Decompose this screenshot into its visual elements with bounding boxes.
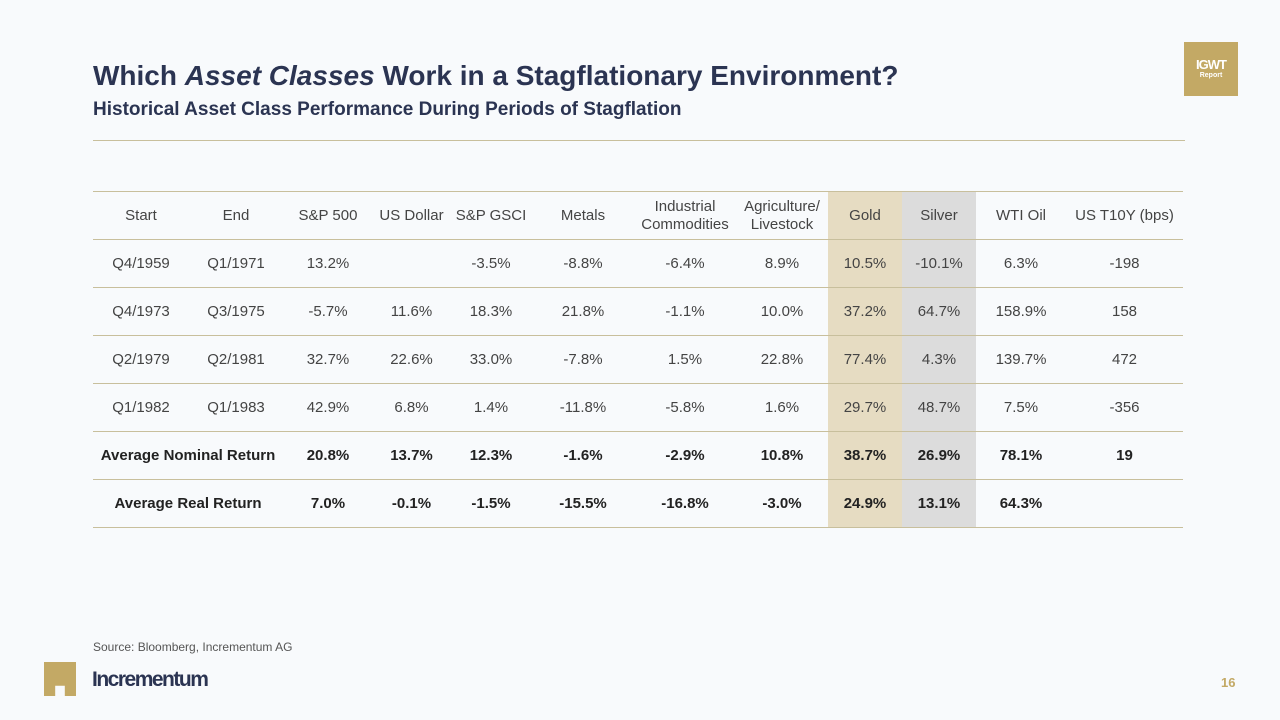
column-header: S&P 500: [283, 191, 373, 240]
table-cell: 139.7%: [976, 335, 1066, 384]
table-cell: -5.7%: [283, 287, 373, 336]
table-cell: 10.5%: [828, 239, 902, 288]
column-header: US T10Y (bps): [1066, 191, 1183, 240]
table-cell: 22.6%: [373, 335, 450, 384]
summary-row: Average Nominal Return 20.8% 13.7% 12.3% -1.…: [93, 431, 1183, 480]
table-cell: 37.2%: [828, 287, 902, 336]
table-row: Q4/1959 Q1/1971 13.2% -3.5% -8.8% -6.4% 8.9% 10…: [93, 239, 1183, 288]
table-cell: -8.8%: [532, 239, 634, 288]
table-cell: -5.8%: [634, 383, 736, 432]
summary-cell: 20.8%: [283, 431, 373, 480]
table-cell: -11.8%: [532, 383, 634, 432]
summary-cell: -15.5%: [532, 479, 634, 528]
table-cell: 64.7%: [902, 287, 976, 336]
summary-cell: -2.9%: [634, 431, 736, 480]
summary-cell: 78.1%: [976, 431, 1066, 480]
column-header: WTI Oil: [976, 191, 1066, 240]
column-header: S&P GSCI: [450, 191, 532, 240]
column-header: Agriculture/ Livestock: [736, 191, 828, 240]
table-cell: Q3/1975: [189, 287, 283, 336]
divider: [93, 140, 1185, 141]
table-cell: 13.2%: [283, 239, 373, 288]
page-subtitle: Historical Asset Class Performance Durin…: [93, 99, 682, 120]
incrementum-tree-icon: [44, 662, 76, 696]
table-cell: 6.8%: [373, 383, 450, 432]
column-header: End: [189, 191, 283, 240]
performance-table: Start End S&P 500 US Dollar S&P GSCI Metals In…: [93, 191, 1183, 528]
summary-cell: -1.6%: [532, 431, 634, 480]
table-cell: 1.4%: [450, 383, 532, 432]
table-cell: 1.5%: [634, 335, 736, 384]
table-row: Q1/1982 Q1/1983 42.9% 6.8% 1.4% -11.8% -5.8% 1.…: [93, 383, 1183, 432]
summary-label: Average Nominal Return: [93, 431, 283, 480]
source-note: Source: Bloomberg, Incrementum AG: [93, 640, 293, 654]
table-cell: Q1/1982: [93, 383, 189, 432]
summary-cell: 13.7%: [373, 431, 450, 480]
summary-cell: 24.9%: [828, 479, 902, 528]
summary-cell: 19: [1066, 431, 1183, 480]
table-row: Q4/1973 Q3/1975 -5.7% 11.6% 18.3% 21.8% -1.1% 1…: [93, 287, 1183, 336]
column-header: Silver: [902, 191, 976, 240]
table-cell: -6.4%: [634, 239, 736, 288]
summary-cell: 7.0%: [283, 479, 373, 528]
table-cell: 29.7%: [828, 383, 902, 432]
summary-cell: 38.7%: [828, 431, 902, 480]
table-cell: 11.6%: [373, 287, 450, 336]
header-row: Start End S&P 500 US Dollar S&P GSCI Metals In…: [93, 191, 1183, 240]
table-cell: 42.9%: [283, 383, 373, 432]
table-cell: -1.1%: [634, 287, 736, 336]
page-number: 16: [1221, 675, 1236, 690]
table-cell: Q1/1971: [189, 239, 283, 288]
table-cell: Q2/1981: [189, 335, 283, 384]
summary-cell: 12.3%: [450, 431, 532, 480]
column-header: Industrial Commodities: [634, 191, 736, 240]
summary-cell: -3.0%: [736, 479, 828, 528]
table-cell: [373, 239, 450, 288]
table-cell: 158.9%: [976, 287, 1066, 336]
summary-cell: -0.1%: [373, 479, 450, 528]
table-cell: 4.3%: [902, 335, 976, 384]
table-cell: 10.0%: [736, 287, 828, 336]
brand-logo: Incrementum: [92, 668, 209, 691]
table-cell: 32.7%: [283, 335, 373, 384]
table-cell: -198: [1066, 239, 1183, 288]
summary-cell: -16.8%: [634, 479, 736, 528]
column-header: Gold: [828, 191, 902, 240]
table-cell: 33.0%: [450, 335, 532, 384]
column-header: Metals: [532, 191, 634, 240]
summary-cell: [1066, 479, 1183, 528]
table-cell: 8.9%: [736, 239, 828, 288]
table-cell: 21.8%: [532, 287, 634, 336]
table-cell: 18.3%: [450, 287, 532, 336]
summary-row: Average Real Return 7.0% -0.1% -1.5% -15.5% -…: [93, 479, 1183, 528]
table-cell: -7.8%: [532, 335, 634, 384]
table-cell: 472: [1066, 335, 1183, 384]
summary-label: Average Real Return: [93, 479, 283, 528]
table-cell: Q1/1983: [189, 383, 283, 432]
table-cell: 6.3%: [976, 239, 1066, 288]
table-cell: -10.1%: [902, 239, 976, 288]
table-cell: -3.5%: [450, 239, 532, 288]
summary-cell: 10.8%: [736, 431, 828, 480]
summary-cell: 64.3%: [976, 479, 1066, 528]
table-cell: Q4/1973: [93, 287, 189, 336]
table-cell: Q2/1979: [93, 335, 189, 384]
table-cell: 22.8%: [736, 335, 828, 384]
table-cell: 48.7%: [902, 383, 976, 432]
table-cell: -356: [1066, 383, 1183, 432]
summary-cell: -1.5%: [450, 479, 532, 528]
column-header: US Dollar: [373, 191, 450, 240]
igwt-report-logo: IGWT Report: [1184, 42, 1238, 96]
table-cell: 77.4%: [828, 335, 902, 384]
table-cell: Q4/1959: [93, 239, 189, 288]
summary-cell: 13.1%: [902, 479, 976, 528]
table-cell: 7.5%: [976, 383, 1066, 432]
column-header: Start: [93, 191, 189, 240]
table-cell: 158: [1066, 287, 1183, 336]
table-row: Q2/1979 Q2/1981 32.7% 22.6% 33.0% -7.8% 1.5% 22…: [93, 335, 1183, 384]
page-title: Which Asset Classes Work in a Stagflatio…: [93, 60, 899, 91]
summary-cell: 26.9%: [902, 431, 976, 480]
table-cell: 1.6%: [736, 383, 828, 432]
